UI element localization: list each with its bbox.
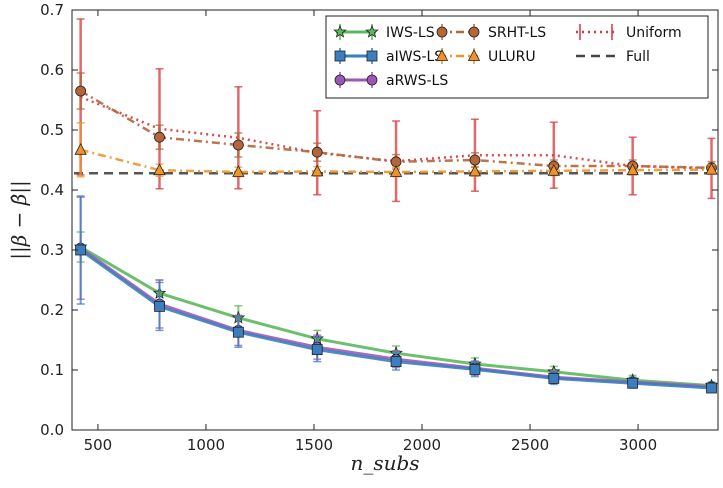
legend-marker-uluru [467, 49, 481, 61]
legend-label-full: Full [626, 49, 650, 65]
legend-label-arws-ls: aRWS-LS [386, 73, 448, 89]
point-uluru [626, 163, 639, 176]
y-tick-label: 0.0 [40, 421, 64, 439]
legend-marker-iws-ls [365, 24, 379, 38]
point-uluru [547, 163, 560, 176]
y-tick-label: 0.2 [40, 301, 64, 319]
legend-label-srht-ls: SRHT-LS [488, 25, 546, 41]
legend-box [325, 15, 709, 99]
x-tick-label: 2000 [403, 436, 441, 454]
y-tick-label: 0.4 [40, 181, 64, 199]
point-aiws-ls [706, 382, 717, 394]
point-uluru [705, 162, 718, 175]
legend-label-aiws-ls: aIWS-LS [386, 49, 443, 65]
point-uluru [232, 165, 245, 177]
y-axis-label: ||β − β̂|| [7, 180, 32, 260]
legend-label-iws-ls: IWS-LS [386, 25, 435, 41]
y-tick-label: 0.7 [40, 1, 64, 19]
point-srht-ls [154, 131, 165, 143]
legend-label-uniform: Uniform [626, 25, 682, 41]
point-uluru [389, 165, 403, 177]
x-tick-label: 2500 [511, 436, 549, 454]
series-uluru [74, 122, 718, 178]
series-aiws-ls [75, 195, 717, 394]
legend-entry-full: Full [576, 49, 650, 65]
point-aiws-ls [311, 344, 323, 356]
point-uluru [311, 164, 324, 177]
legend-marker-uluru [435, 49, 449, 61]
legend-marker-arws-ls [366, 74, 378, 86]
legend-marker-srht-ls [436, 26, 448, 38]
x-axis-label: n_subs [350, 451, 419, 475]
legend-marker-arws-ls [334, 74, 346, 86]
x-tick-label: 1000 [187, 436, 225, 454]
legend-entry-uniform: Uniform [576, 24, 682, 41]
point-uluru [153, 163, 166, 176]
chart-axes: 500 1000 1500 2000 2500 3000 0.0 0.1 0.2 0.3 0.4 0.… [7, 1, 719, 475]
series-srht-ls [75, 72, 717, 175]
x-tick-label: 500 [84, 436, 113, 454]
y-tick-label: 0.3 [40, 241, 64, 259]
chart-series-layer [73, 18, 719, 394]
legend-label-uluru: ULURU [488, 49, 536, 65]
x-tick-label: 1500 [295, 436, 333, 454]
point-uluru [468, 164, 482, 177]
legend-entry-iws-ls: IWS-LS [333, 24, 435, 41]
point-aiws-ls [548, 372, 560, 384]
legend-marker-aiws-ls [366, 50, 378, 62]
legend-entry-uluru: ULURU [435, 48, 536, 65]
plot-frame [71, 9, 719, 431]
legend-entry-srht-ls: SRHT-LS [436, 24, 546, 41]
point-srht-ls [311, 146, 323, 158]
point-aiws-ls [232, 326, 244, 338]
y-tick-label: 0.5 [40, 121, 64, 139]
x-tick-label: 3000 [619, 436, 657, 454]
point-srht-ls [75, 85, 87, 97]
legend-entry-arws-ls: aRWS-LS [334, 72, 448, 89]
legend-marker-srht-ls [468, 26, 480, 38]
point-srht-ls [232, 139, 244, 151]
point-uluru [74, 142, 87, 155]
point-aiws-ls [154, 300, 165, 312]
line-uniform [80, 95, 712, 170]
point-aiws-ls [390, 356, 402, 368]
chart-legend: IWS-LS aIWS-LS aRWS-LS SRHT-LS ULURU Uniform F… [325, 15, 709, 99]
legend-entry-aiws-ls: aIWS-LS [334, 48, 443, 65]
legend-marker-iws-ls [333, 24, 347, 38]
point-srht-ls [469, 154, 481, 166]
legend-marker-aiws-ls [334, 50, 346, 62]
y-tick-label: 0.1 [40, 361, 64, 379]
point-aiws-ls [627, 377, 639, 389]
point-aiws-ls [469, 363, 481, 375]
y-tick-label: 0.6 [40, 61, 64, 79]
